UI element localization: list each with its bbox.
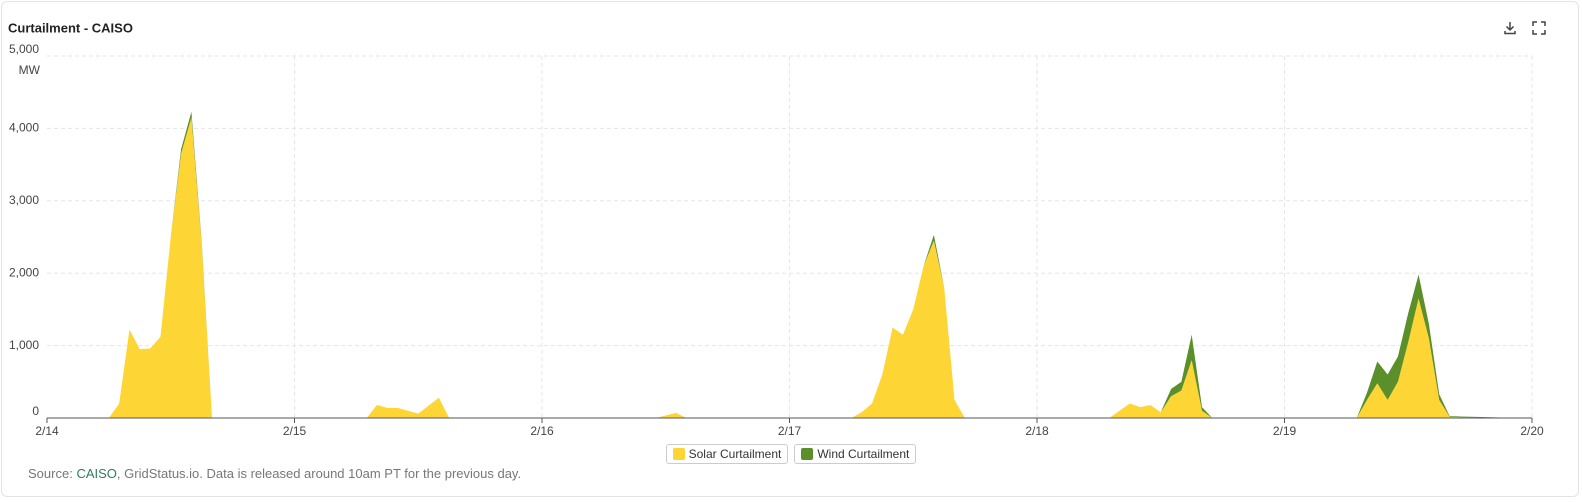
y-tick-label: 5,000 (9, 42, 39, 56)
x-tick-label: 2/18 (1025, 424, 1049, 438)
y-tick-label: 0 (32, 404, 39, 418)
footer: Source: CAISO, GridStatus.io. Data is re… (28, 466, 521, 481)
y-tick-label: 4,000 (9, 121, 39, 135)
x-tick-label: 2/15 (283, 424, 307, 438)
x-tick-label: 2/17 (778, 424, 802, 438)
x-tick-label: 2/20 (1520, 424, 1544, 438)
legend-label: Solar Curtailment (688, 447, 782, 461)
x-tick-label: 2/19 (1273, 424, 1297, 438)
chart-title: Curtailment - CAISO (8, 20, 133, 35)
legend-item[interactable]: Solar Curtailment (665, 444, 789, 464)
footer-text: , GridStatus.io. Data is released around… (116, 466, 522, 481)
y-tick-label: 3,000 (9, 193, 39, 207)
x-tick-label: 2/14 (35, 424, 59, 438)
y-tick-label: 1,000 (9, 338, 39, 352)
area-0 (47, 117, 1532, 418)
legend-swatch (672, 448, 685, 460)
legend-swatch (801, 448, 814, 460)
area-1 (47, 111, 1532, 418)
legend-item[interactable]: Wind Curtailment (794, 444, 917, 464)
grid (47, 55, 1533, 418)
y-unit: MW (19, 63, 41, 77)
download-button[interactable] (1502, 20, 1518, 36)
legend-label: Wind Curtailment (817, 447, 910, 461)
footer-prefix: Source: (28, 466, 73, 481)
x-tick-label: 2/16 (530, 424, 554, 438)
fullscreen-button[interactable] (1531, 20, 1547, 36)
footer-link[interactable]: CAISO (76, 466, 117, 481)
y-tick-label: 2,000 (9, 265, 39, 279)
legend: Solar Curtailment Wind Curtailment (0, 444, 1582, 464)
